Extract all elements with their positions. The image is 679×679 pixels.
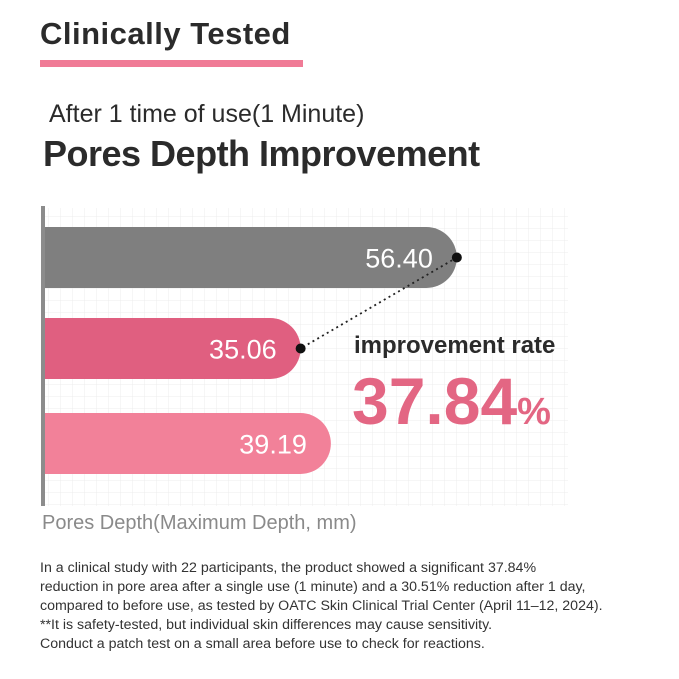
bar <box>44 227 457 288</box>
footnote-line: **It is safety-tested, but individual sk… <box>40 617 493 633</box>
connector-dot-end <box>295 343 306 354</box>
bar-value-label: 35.06 <box>209 335 277 365</box>
bar <box>44 413 331 474</box>
footnote-line: In a clinical study with 22 participants… <box>40 560 537 576</box>
badge-title: Clinically Tested <box>40 16 291 51</box>
bar-value-label: 39.19 <box>239 430 307 460</box>
footnote-line: reduction in pore area after a single us… <box>40 579 586 595</box>
footnote-line: compared to before use, as tested by OAT… <box>40 598 603 614</box>
footnote-line: Conduct a patch test on a small area bef… <box>40 636 485 652</box>
chart-subtitle: After 1 time of use(1 Minute) <box>49 100 365 128</box>
improvement-rate-unit: % <box>517 391 551 433</box>
bar-value-label: 56.40 <box>365 244 433 274</box>
badge-underline <box>40 60 303 67</box>
x-axis-label: Pores Depth(Maximum Depth, mm) <box>42 512 357 534</box>
chart-title: Pores Depth Improvement <box>43 133 480 174</box>
footnote: In a clinical study with 22 participants… <box>40 559 660 654</box>
improvement-rate-label: improvement rate <box>354 332 555 359</box>
connector-dot-start <box>451 252 462 263</box>
bar <box>44 318 301 379</box>
